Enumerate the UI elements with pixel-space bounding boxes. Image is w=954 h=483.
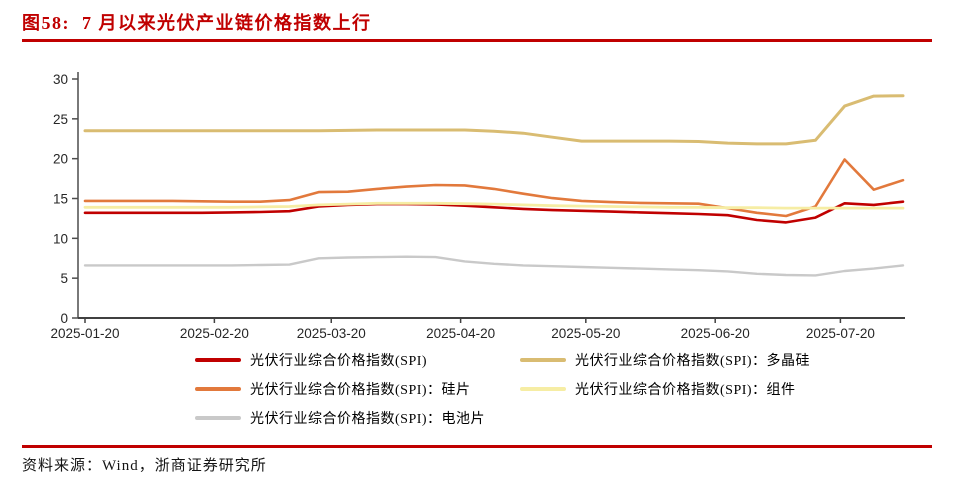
svg-text:2025-07-20: 2025-07-20	[806, 326, 875, 341]
legend-label-cell: 光伏行业综合价格指数(SPI)：电池片	[250, 412, 486, 427]
source-text: 资料来源：Wind，浙商证券研究所	[22, 458, 267, 474]
svg-text:30: 30	[53, 72, 68, 87]
svg-text:20: 20	[53, 152, 68, 167]
legend-label-module: 光伏行业综合价格指数(SPI)：组件	[575, 383, 796, 398]
legend-label-spi: 光伏行业综合价格指数(SPI)	[250, 354, 428, 369]
legend-item-polysilicon: 光伏行业综合价格指数(SPI)：多晶硅	[520, 349, 810, 371]
legend-marker-wafer	[195, 387, 241, 391]
source-divider-rule	[22, 445, 932, 448]
figure-title: 图58: 7 月以来光伏产业链价格指数上行	[22, 13, 372, 33]
svg-text:0: 0	[60, 311, 68, 326]
legend-item-module: 光伏行业综合价格指数(SPI)：组件	[520, 378, 810, 400]
svg-text:2025-01-20: 2025-01-20	[50, 326, 119, 341]
svg-text:5: 5	[60, 271, 68, 286]
svg-text:15: 15	[53, 192, 68, 207]
legend-item-wafer: 光伏行业综合价格指数(SPI)：硅片	[195, 378, 520, 400]
svg-text:25: 25	[53, 112, 68, 127]
svg-text:2025-04-20: 2025-04-20	[426, 326, 495, 341]
legend-label-polysilicon: 光伏行业综合价格指数(SPI)：多晶硅	[575, 354, 811, 369]
legend-label-wafer: 光伏行业综合价格指数(SPI)：硅片	[250, 383, 471, 398]
legend-marker-module	[520, 387, 566, 391]
title-divider-rule	[22, 39, 932, 42]
svg-text:2025-02-20: 2025-02-20	[180, 326, 249, 341]
svg-text:2025-05-20: 2025-05-20	[551, 326, 620, 341]
legend-item-spi: 光伏行业综合价格指数(SPI)	[195, 349, 520, 371]
legend-item-cell: 光伏行业综合价格指数(SPI)：电池片	[195, 407, 520, 429]
svg-text:2025-03-20: 2025-03-20	[297, 326, 366, 341]
legend-marker-cell	[195, 416, 241, 420]
chart-legend: 光伏行业综合价格指数(SPI) 光伏行业综合价格指数(SPI)：多晶硅 光伏行业…	[195, 349, 810, 429]
legend-marker-polysilicon	[520, 358, 566, 362]
legend-marker-spi	[195, 358, 241, 362]
svg-text:10: 10	[53, 231, 68, 246]
svg-text:2025-06-20: 2025-06-20	[681, 326, 750, 341]
